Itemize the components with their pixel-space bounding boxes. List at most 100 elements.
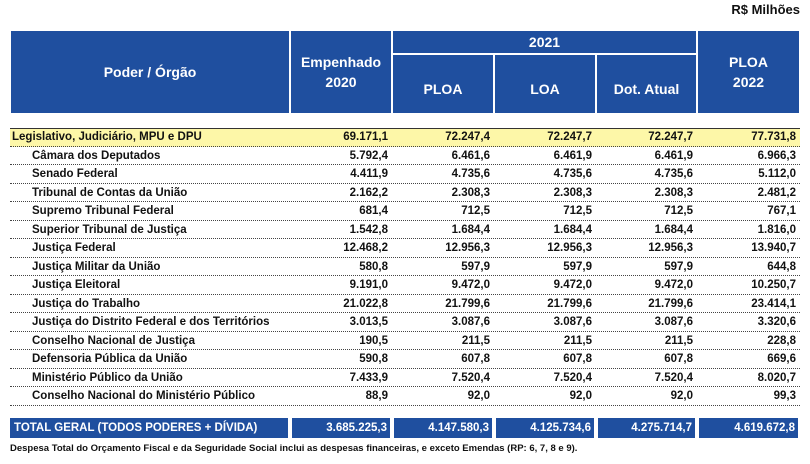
row-cell: 669,6 [767,353,796,366]
row-cell: 92,0 [467,390,490,403]
row-cell: 1.684,4 [553,223,592,236]
header-cell: PLOA [392,54,494,114]
row-cell: 9.472,0 [553,279,592,292]
row-cell: 580,8 [359,260,388,273]
row-cell: 644,8 [767,260,796,273]
row-line [10,239,800,258]
group-cell: 72.247,4 [445,131,490,144]
header-line: PLOA [729,54,768,70]
footnote: Despesa Total do Orçamento Fiscal e da S… [10,443,578,454]
row-cell: 12.956,3 [648,242,693,255]
row-cell: Justiça Militar da União [32,260,161,273]
header-line: LOA [530,81,560,97]
row-cell: Conselho Nacional de Justiça [32,334,195,347]
row-line [10,165,800,184]
header-cell: LOA [494,54,596,114]
row-cell: Tribunal de Contas da União [32,186,188,199]
row-cell: 4.735,6 [553,168,592,181]
row-cell: 1.684,4 [451,223,490,236]
row-cell: 88,9 [365,390,388,403]
header-line: PLOA [423,81,463,97]
row-line [10,276,800,295]
header-line: 2020 [325,74,357,90]
row-cell: 7.433,9 [349,371,388,384]
row-cell: 607,8 [664,353,693,366]
header-line: Dot. Atual [613,81,680,97]
total-cell: 3.685.225,3 [292,418,390,438]
group-row-bg [10,128,800,147]
row-cell: 92,0 [670,390,693,403]
row-cell: 597,9 [563,260,592,273]
row-line [10,387,800,406]
row-cell: 2.481,2 [757,186,796,199]
row-cell: 10.250,7 [751,279,796,292]
row-cell: 9.472,0 [451,279,490,292]
row-cell: 607,8 [563,353,592,366]
row-cell: 211,5 [461,334,490,347]
group-cell: Legislativo, Judiciário, MPU e DPU [12,131,202,144]
row-cell: 190,5 [359,334,388,347]
group-cell: 77.731,8 [751,131,796,144]
row-cell: Supremo Tribunal Federal [32,205,174,218]
row-cell: 4.735,6 [451,168,490,181]
header-cell: Dot. Atual [596,54,697,114]
row-line [10,258,800,276]
row-cell: 2.162,2 [349,186,388,199]
row-cell: 21.799,6 [547,297,592,310]
row-cell: 2.308,3 [553,186,592,199]
row-cell: 2.308,3 [654,186,693,199]
row-cell: 5.792,4 [349,149,388,162]
row-cell: 3.087,6 [451,316,490,329]
row-cell: 21.799,6 [648,297,693,310]
row-cell: Câmara dos Deputados [32,149,161,162]
row-cell: Superior Tribunal de Justiça [32,223,187,236]
row-cell: 712,5 [563,205,592,218]
row-cell: 8.020,7 [757,371,796,384]
header-line: 2022 [732,74,765,90]
row-cell: 6.461,9 [654,149,693,162]
row-cell: 590,8 [359,353,388,366]
row-cell: Conselho Nacional do Ministério Público [32,390,255,403]
row-cell: 6.461,6 [451,149,490,162]
header-cell: PLOA 2022 [697,30,800,114]
row-line [10,369,800,387]
row-cell: 3.087,6 [654,316,693,329]
row-cell: 681,4 [359,205,388,218]
row-cell: Justiça Eleitoral [32,279,121,292]
row-cell: 4.411,9 [350,168,388,181]
row-cell: 597,9 [664,260,693,273]
row-cell: 5.112,0 [758,168,796,181]
row-line [10,184,800,202]
row-cell: 9.191,0 [349,279,388,292]
total-cell: TOTAL GERAL (TODOS PODERES + DÍVIDA) [10,418,288,438]
header-cell: 2021 [392,30,697,54]
row-cell: 2.308,3 [451,186,490,199]
header-line: Empenhado [300,54,382,70]
row-cell: Defensoria Pública da União [32,353,188,366]
row-cell: 92,0 [569,390,592,403]
row-cell: 23.414,1 [751,297,796,310]
row-cell: 7.520,4 [451,371,490,384]
row-cell: 767,1 [767,205,796,218]
row-cell: 13.940,7 [751,242,796,255]
row-cell: 228,8 [767,334,796,347]
row-cell: 12.468,2 [343,242,388,255]
group-cell: 72.247,7 [547,131,592,144]
row-cell: 9.472,0 [654,279,693,292]
row-cell: 7.520,4 [553,371,592,384]
row-cell: 211,5 [563,334,592,347]
row-cell: 211,5 [664,334,693,347]
row-cell: 1.816,0 [757,223,796,236]
row-cell: 12.956,3 [547,242,592,255]
row-cell: 12.956,3 [445,242,490,255]
row-cell: Justiça do Trabalho [32,297,140,310]
total-cell: 4.275.714,7 [598,418,695,438]
row-cell: 3.320,6 [757,316,796,329]
row-cell: Justiça Federal [32,242,116,255]
row-cell: 712,5 [461,205,490,218]
row-cell: 607,8 [461,353,490,366]
row-cell: 1.542,8 [349,223,388,236]
unit-label: R$ Milhões [731,2,800,17]
row-line [10,202,800,221]
